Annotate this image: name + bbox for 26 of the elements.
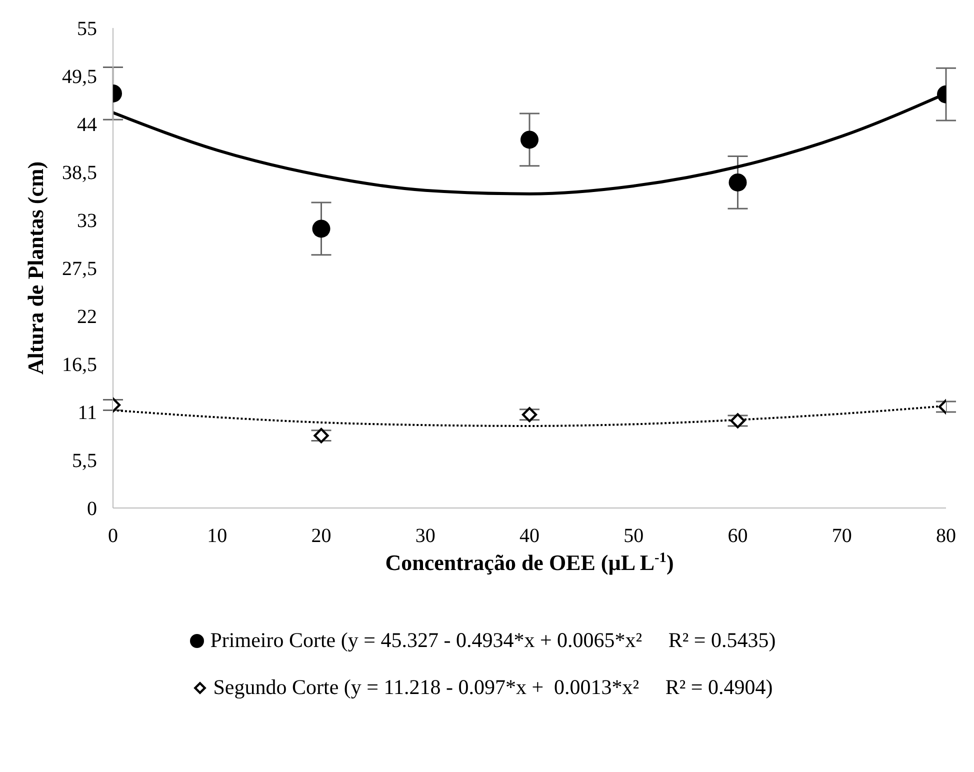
point [520,130,538,149]
y-axis-title: Altura de Plantas (cm) [23,161,48,375]
x-tick-label: 10 [207,525,228,548]
x-tick-label: 50 [624,525,644,548]
y-tick-label: 27,5 [62,258,97,280]
legend-label: Primeiro Corte (y = 45.327 - 0.4934*x + 0.0065*x² R² = 0.5435) [210,628,776,653]
y-tick-label: 44 [77,114,97,136]
y-tick-label: 55 [77,18,97,40]
y-tick-label: 16,5 [62,354,97,376]
legend-label: Segundo Corte (y = 11.218 - 0.097*x + 0.0013*x² R² = 0.4904) [213,675,773,700]
y-tick-label: 38,5 [62,162,97,184]
y-tick-label: 11 [78,402,97,424]
y-tick-label: 22 [77,306,97,328]
y-tick-label: 0 [87,498,97,520]
x-tick-label: 0 [108,525,118,548]
point [522,407,538,422]
y-tick-label: 5,5 [72,450,97,472]
x-axis-title: Concentração de OEE (µL L$^{-1}$) [385,550,674,575]
x-tick-label: 40 [520,525,540,548]
y-tick-label: 49,5 [62,66,97,88]
x-tick-label: 60 [728,525,748,548]
x-tick-label: 80 [936,525,956,548]
y-tick-label: 33 [77,210,97,232]
x-tick-label: 20 [311,525,332,548]
x-tick-label: 30 [415,525,436,548]
x-tick-label: 70 [832,525,852,548]
